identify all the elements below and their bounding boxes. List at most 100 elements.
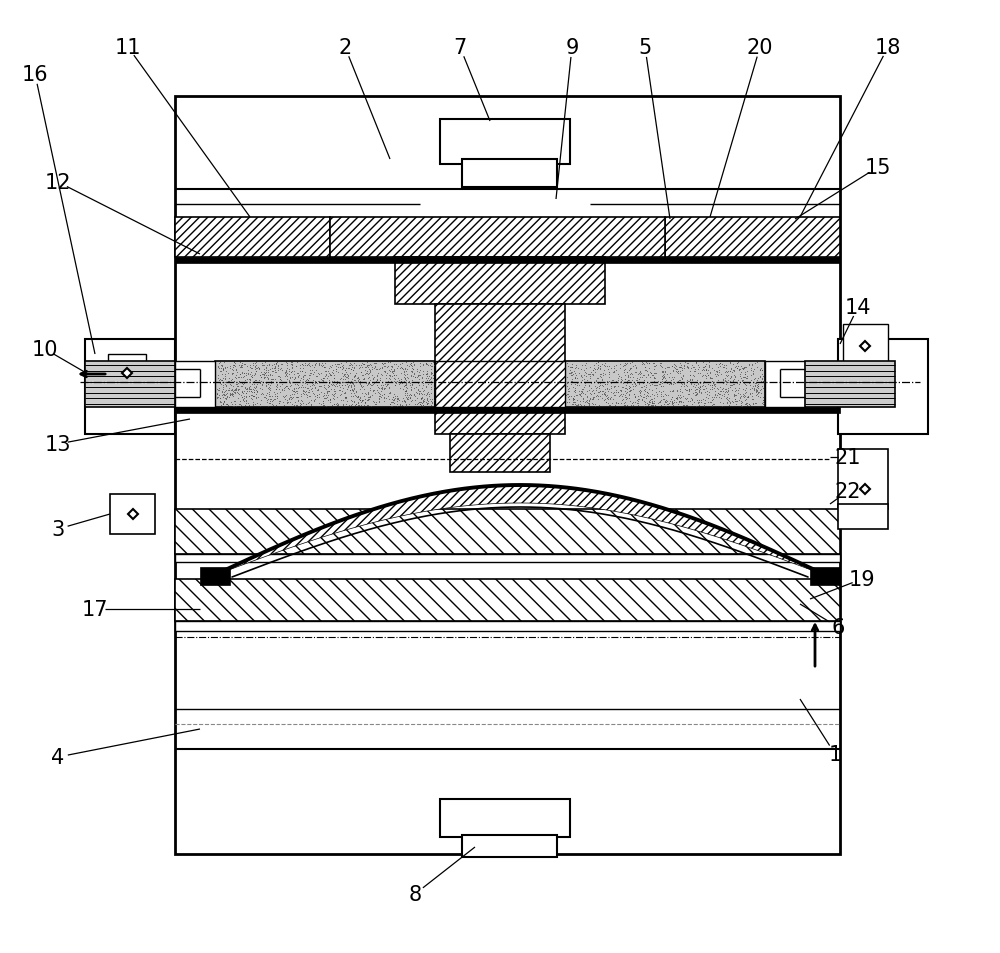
Point xyxy=(658,395,674,410)
Point xyxy=(374,382,390,397)
Point xyxy=(222,376,238,392)
Point xyxy=(722,371,738,386)
Point xyxy=(686,369,702,384)
Point xyxy=(230,375,246,391)
Point xyxy=(263,374,279,389)
Point xyxy=(307,374,323,389)
Point xyxy=(212,355,228,371)
Point xyxy=(716,360,732,375)
Point xyxy=(225,358,241,374)
Bar xyxy=(843,325,888,370)
Point xyxy=(279,361,295,376)
Point xyxy=(701,358,717,374)
Point xyxy=(563,365,579,380)
Point xyxy=(260,373,276,388)
Point xyxy=(688,355,704,371)
Point xyxy=(749,360,765,375)
Point xyxy=(244,388,260,403)
Point xyxy=(341,377,357,393)
Point xyxy=(643,366,659,381)
Point xyxy=(566,395,582,410)
Point xyxy=(335,357,351,373)
Point xyxy=(676,376,692,392)
Point xyxy=(284,358,300,374)
Point xyxy=(599,389,615,404)
Point xyxy=(727,393,743,408)
Point xyxy=(594,387,610,402)
Point xyxy=(225,398,241,414)
Point xyxy=(345,376,361,392)
Point xyxy=(391,377,407,393)
Point xyxy=(251,373,267,388)
Point xyxy=(224,397,240,413)
Point xyxy=(598,390,614,405)
Point xyxy=(707,367,723,382)
Point xyxy=(224,366,240,381)
Point xyxy=(616,398,632,414)
Point xyxy=(621,363,637,378)
Point xyxy=(664,396,680,412)
Point xyxy=(385,395,401,410)
Point xyxy=(754,372,770,387)
Point xyxy=(262,368,278,383)
Point xyxy=(235,370,251,385)
Point xyxy=(422,392,438,407)
Point xyxy=(320,377,336,393)
Point xyxy=(642,370,658,385)
Point xyxy=(351,393,367,408)
Point xyxy=(267,387,283,402)
Point xyxy=(592,384,608,399)
Point xyxy=(362,364,378,379)
Point xyxy=(277,393,293,408)
Point xyxy=(291,375,307,390)
Point xyxy=(636,373,652,388)
Point xyxy=(744,381,760,396)
Point xyxy=(678,397,694,413)
Point xyxy=(344,376,360,392)
Point xyxy=(425,368,441,383)
Point xyxy=(394,355,410,371)
Point xyxy=(642,395,658,411)
Point xyxy=(387,377,403,393)
Point xyxy=(414,381,430,396)
Point xyxy=(407,375,423,391)
Point xyxy=(669,391,685,406)
Point xyxy=(653,387,669,402)
Point xyxy=(309,388,325,403)
Point xyxy=(325,363,341,378)
Point xyxy=(291,379,307,395)
Point xyxy=(216,394,232,409)
Point xyxy=(338,355,354,371)
Point xyxy=(594,374,610,389)
Point xyxy=(732,387,748,402)
Point xyxy=(220,383,236,398)
Text: 8: 8 xyxy=(408,884,422,904)
Point xyxy=(606,364,622,379)
Point xyxy=(230,386,246,401)
Point xyxy=(212,372,228,387)
Point xyxy=(683,375,699,391)
Point xyxy=(591,384,607,399)
Point xyxy=(218,397,234,413)
Point xyxy=(400,393,416,408)
Point xyxy=(680,355,696,371)
Point xyxy=(330,357,346,373)
Point xyxy=(306,377,322,393)
Point xyxy=(627,395,643,410)
Point xyxy=(390,393,406,408)
Point xyxy=(724,377,740,393)
Point xyxy=(256,371,272,386)
Point xyxy=(248,364,264,379)
Point xyxy=(369,378,385,394)
Point xyxy=(416,395,432,410)
Point xyxy=(619,374,635,389)
Point xyxy=(420,385,436,400)
Point xyxy=(647,398,663,414)
Point xyxy=(376,356,392,372)
Point xyxy=(704,394,720,409)
Point xyxy=(323,377,339,393)
Point xyxy=(664,383,680,398)
Point xyxy=(230,379,246,395)
Point xyxy=(584,368,600,383)
Point xyxy=(731,363,747,378)
